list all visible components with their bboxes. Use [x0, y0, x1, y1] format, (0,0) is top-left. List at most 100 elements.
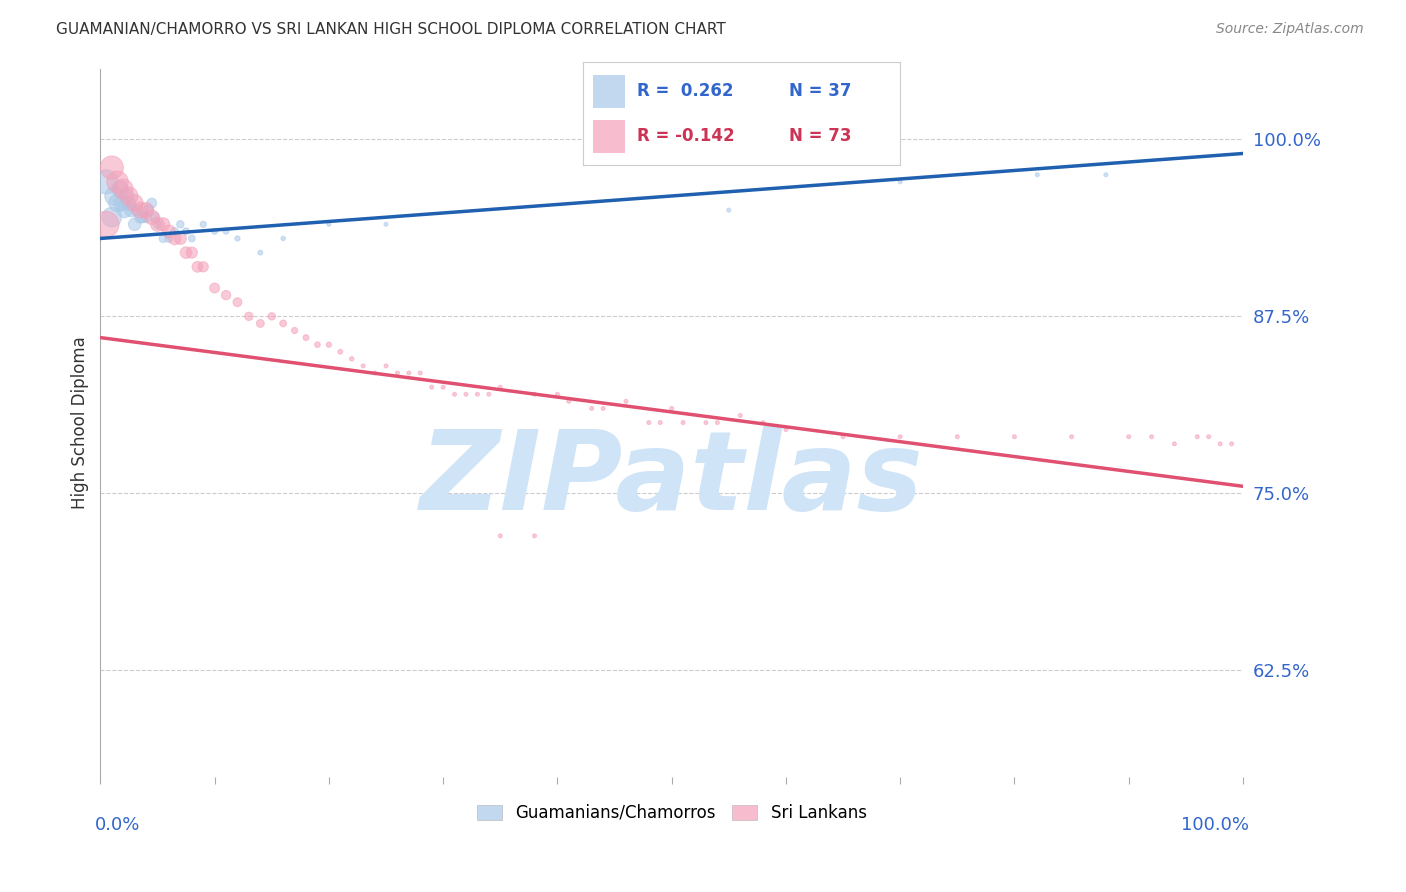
Point — [249, 245, 271, 260]
Text: N = 73: N = 73 — [789, 128, 852, 145]
Point — [695, 416, 717, 430]
Point — [169, 217, 191, 231]
Point — [1118, 430, 1140, 444]
Point — [375, 217, 398, 231]
Point — [129, 211, 152, 225]
Point — [135, 203, 157, 218]
Point — [101, 211, 124, 225]
Text: GUAMANIAN/CHAMORRO VS SRI LANKAN HIGH SCHOOL DIPLOMA CORRELATION CHART: GUAMANIAN/CHAMORRO VS SRI LANKAN HIGH SC… — [56, 22, 725, 37]
Point — [1198, 430, 1220, 444]
Text: ZIPatlas: ZIPatlas — [420, 425, 924, 533]
Text: R =  0.262: R = 0.262 — [637, 82, 734, 100]
Point — [226, 295, 249, 310]
Point — [129, 203, 152, 218]
Point — [284, 324, 307, 338]
Point — [115, 189, 138, 203]
Point — [432, 380, 454, 394]
Point — [146, 217, 169, 231]
Point — [101, 161, 124, 175]
Point — [107, 175, 129, 189]
Point — [889, 175, 911, 189]
Point — [152, 217, 174, 231]
Bar — [593, 75, 624, 108]
Point — [108, 182, 131, 196]
Point — [318, 217, 340, 231]
Point — [157, 231, 180, 245]
Point — [124, 196, 146, 211]
Bar — [593, 120, 624, 153]
Point — [398, 366, 420, 380]
Point — [946, 430, 969, 444]
Point — [1095, 168, 1118, 182]
Point — [215, 288, 238, 302]
Point — [387, 366, 409, 380]
Point — [204, 281, 226, 295]
Point — [260, 310, 283, 324]
Point — [1026, 168, 1049, 182]
Point — [107, 196, 129, 211]
Point — [489, 529, 512, 543]
Point — [204, 224, 226, 238]
Point — [752, 416, 775, 430]
Point — [1209, 437, 1232, 451]
Point — [112, 182, 135, 196]
Point — [152, 231, 174, 245]
Point — [295, 330, 318, 344]
Point — [169, 231, 191, 245]
Point — [141, 211, 163, 225]
Text: 100.0%: 100.0% — [1181, 815, 1249, 833]
Point — [163, 224, 186, 238]
Point — [94, 217, 117, 231]
Point — [174, 245, 197, 260]
Point — [592, 401, 614, 416]
Point — [215, 224, 238, 238]
Point — [226, 231, 249, 245]
Point — [94, 175, 117, 189]
Point — [340, 351, 363, 366]
Point — [118, 189, 141, 203]
Point — [454, 387, 477, 401]
Point — [307, 337, 329, 351]
Point — [420, 380, 443, 394]
Text: R = -0.142: R = -0.142 — [637, 128, 735, 145]
Point — [146, 217, 169, 231]
Point — [637, 416, 659, 430]
Legend: Guamanians/Chamorros, Sri Lankans: Guamanians/Chamorros, Sri Lankans — [470, 797, 873, 829]
Point — [124, 217, 146, 231]
Point — [103, 189, 125, 203]
Point — [523, 529, 546, 543]
Point — [409, 366, 432, 380]
Point — [443, 387, 465, 401]
Point — [138, 203, 160, 218]
Point — [650, 416, 672, 430]
Point — [141, 196, 163, 211]
Point — [174, 224, 197, 238]
Point — [581, 401, 603, 416]
Point — [131, 211, 153, 225]
Point — [832, 430, 855, 444]
Text: Source: ZipAtlas.com: Source: ZipAtlas.com — [1216, 22, 1364, 37]
Point — [180, 231, 202, 245]
Point — [125, 203, 148, 218]
Text: N = 37: N = 37 — [789, 82, 852, 100]
Point — [467, 387, 489, 401]
Point — [143, 211, 166, 225]
Point — [706, 416, 728, 430]
Point — [111, 196, 134, 211]
Point — [775, 423, 797, 437]
Point — [614, 394, 637, 409]
Point — [728, 409, 751, 423]
Point — [661, 401, 683, 416]
Point — [163, 231, 186, 245]
Point — [118, 196, 141, 211]
Point — [271, 317, 294, 331]
Text: 0.0%: 0.0% — [94, 815, 141, 833]
Point — [1220, 437, 1243, 451]
Point — [1163, 437, 1185, 451]
Point — [186, 260, 208, 274]
Point — [318, 337, 340, 351]
Point — [157, 224, 180, 238]
Point — [478, 387, 501, 401]
Point — [193, 217, 215, 231]
Point — [363, 366, 385, 380]
